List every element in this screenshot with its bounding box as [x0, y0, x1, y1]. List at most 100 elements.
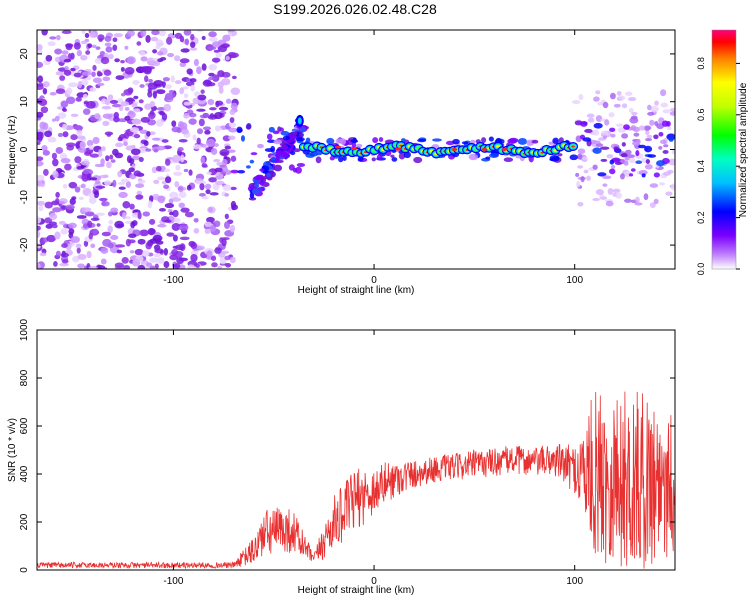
- noise-blob: [80, 160, 90, 166]
- signal-scatter-blob: [658, 132, 664, 137]
- signal-scatter-blob: [288, 164, 295, 171]
- noise-blob: [189, 47, 198, 51]
- noise-blob: [84, 32, 90, 39]
- noise-blob: [137, 179, 146, 184]
- noise-blob: [138, 156, 144, 163]
- noise-blob: [63, 69, 72, 76]
- noise-blob: [90, 217, 100, 221]
- edge-noise-blob: [609, 92, 616, 100]
- signal-scatter-blob: [272, 130, 280, 135]
- edge-noise-blob: [647, 104, 652, 111]
- noise-blob: [137, 238, 146, 245]
- signal-scatter-blob: [452, 138, 460, 145]
- noise-blob: [85, 50, 91, 55]
- edge-noise-blob: [595, 90, 601, 95]
- noise-blob: [137, 264, 146, 269]
- noise-blob: [157, 51, 164, 56]
- signal-scatter-blob: [371, 157, 376, 162]
- noise-blob: [139, 229, 149, 237]
- edge-noise-blob: [586, 175, 591, 181]
- noise-blob: [129, 127, 140, 133]
- heatmap-y-tick-label: -10: [19, 190, 30, 205]
- noise-blob: [89, 177, 98, 181]
- noise-blob: [41, 145, 48, 152]
- edge-noise-blob: [660, 89, 667, 97]
- noise-blob: [186, 184, 192, 191]
- noise-blob: [187, 264, 195, 269]
- noise-blob: [172, 209, 179, 218]
- noise-blob: [100, 56, 110, 65]
- edge-noise-blob: [665, 191, 673, 196]
- noise-blob: [190, 84, 196, 92]
- noise-blob: [196, 137, 201, 145]
- noise-blob: [205, 189, 211, 195]
- noise-blob: [142, 211, 151, 217]
- noise-blob: [86, 212, 95, 216]
- noise-blob: [100, 258, 107, 265]
- signal-scatter-blob: [582, 137, 592, 142]
- noise-blob: [86, 100, 96, 109]
- noise-blob: [60, 228, 68, 235]
- noise-blob: [179, 243, 186, 252]
- signal-peak-mark: [334, 145, 341, 149]
- noise-blob: [210, 147, 218, 155]
- noise-blob: [140, 30, 147, 37]
- noise-blob: [153, 80, 164, 87]
- diagonal-blob: [251, 188, 261, 195]
- noise-blob: [105, 155, 110, 162]
- signal-scatter-blob: [624, 156, 630, 161]
- noise-blob: [114, 220, 125, 229]
- noise-blob: [148, 218, 156, 225]
- signal-scatter-blob: [610, 133, 616, 138]
- noise-blob: [188, 240, 196, 247]
- noise-blob: [159, 57, 167, 61]
- edge-noise-blob: [662, 171, 672, 176]
- noise-blob: [101, 105, 112, 110]
- edge-noise-blob: [592, 129, 600, 136]
- signal-scatter-blob: [245, 165, 251, 169]
- noise-blob: [206, 250, 213, 258]
- edge-noise-blob: [656, 123, 665, 130]
- signal-scatter-blob: [666, 120, 671, 127]
- signal-scatter-blob: [292, 148, 301, 153]
- signal-scatter-blob: [224, 145, 232, 150]
- heatmap-y-axis-label: Frequency (Hz): [7, 116, 18, 185]
- signal-scatter-blob: [600, 158, 608, 162]
- edge-noise-blob: [667, 126, 672, 131]
- noise-blob: [107, 242, 114, 249]
- noise-blob: [124, 45, 129, 50]
- noise-blob: [159, 110, 165, 116]
- noise-blob: [37, 75, 44, 83]
- signal-scatter-blob: [295, 166, 302, 174]
- signal-scatter-blob: [468, 153, 479, 161]
- noise-blob: [178, 202, 186, 208]
- signal-scatter-blob: [376, 154, 383, 161]
- edge-noise-blob: [617, 95, 626, 101]
- noise-blob: [179, 236, 190, 241]
- noise-blob: [96, 223, 101, 227]
- noise-blob: [104, 180, 112, 186]
- noise-blob: [101, 200, 106, 207]
- edge-noise-blob: [577, 148, 586, 155]
- noise-blob: [74, 186, 81, 193]
- noise-blob: [147, 90, 153, 98]
- noise-blob: [88, 265, 98, 269]
- noise-blob: [104, 42, 112, 47]
- signal-scatter-blob: [638, 144, 647, 149]
- edge-noise-blob: [602, 135, 608, 139]
- signal-scatter-blob: [398, 152, 406, 160]
- noise-blob: [208, 64, 218, 71]
- noise-blob: [112, 103, 122, 108]
- noise-blob: [76, 165, 84, 170]
- noise-blob: [60, 252, 69, 258]
- noise-blob: [126, 30, 135, 37]
- noise-blob: [80, 183, 86, 189]
- edge-noise-blob: [647, 111, 655, 116]
- noise-blob: [68, 232, 74, 239]
- snr-frame: [36, 329, 676, 571]
- noise-blob: [91, 44, 97, 49]
- edge-noise-blob: [595, 143, 604, 148]
- noise-blob: [104, 99, 111, 106]
- noise-blob: [90, 243, 96, 249]
- noise-blob: [206, 171, 212, 175]
